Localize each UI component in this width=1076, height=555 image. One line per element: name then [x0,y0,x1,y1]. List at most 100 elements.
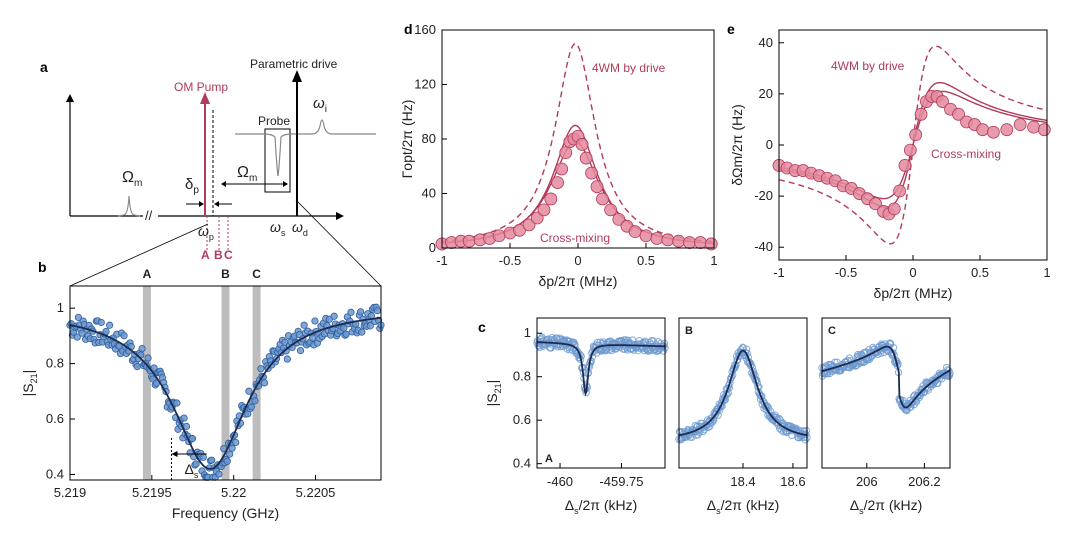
parametric-drive-arrow [292,70,302,82]
b-point [144,354,152,362]
d-point [575,138,589,151]
panel-a: a // Ωm OM Pump δp Ωm Probe [40,57,382,287]
c-xlabel: Δs/2π (kHz) [707,497,780,516]
d-point [650,232,664,245]
e-point [1013,118,1027,131]
d-xtick-label: 0 [574,253,581,268]
d-point [513,223,526,237]
b-point [373,307,381,315]
omega-m-left: Ωm [122,169,142,189]
d-point [661,233,675,247]
panel-d: d -1 -0.5 0 0.5 1 0 40 80 120 160 δp/2π (MHz) Γopt/… [399,21,718,289]
delta-p-arrowhead-left [199,201,204,207]
c-subplot-A: A -460 -459.75 Δs/2π (kHz) [533,317,669,516]
omega-d-label: ωd [292,219,308,238]
b-point [347,308,355,316]
d-annot-drive: 4WM by drive [592,61,666,75]
d-xtick-label: -1 [436,253,448,268]
c-C-frame [821,317,951,469]
a-x-arrow [336,212,344,220]
zoom-line-left [69,223,209,287]
e-xtick-label: 1 [1043,265,1050,280]
omega-s-label: ωs [270,219,286,238]
b-point [366,322,374,330]
e-annot-cross: Cross-mixing [931,147,1001,161]
marker-a-text: A [201,248,210,262]
d-point [683,236,696,249]
b-point [180,414,188,422]
d-point [530,211,544,225]
b-point [358,328,366,336]
e-xlabel: δp/2π (MHz) [874,285,953,301]
e-point [893,184,906,198]
marker-c-text: C [224,248,233,262]
panel-label-a: a [40,59,48,75]
d-annot-cross: Cross-mixing [540,231,610,245]
band-label-C: C [252,267,261,281]
e-point [914,107,928,121]
omega-m-span-right [283,181,288,187]
c-fit-line [536,341,665,397]
b-xtick-label: 5.2205 [296,485,336,500]
b-point [199,453,207,461]
e-ytick-label: 0 [766,137,773,152]
delta-s-label: Δs [185,461,199,480]
band-label-A: A [143,267,152,281]
b-xtick-label: 5.2195 [132,485,172,500]
c-point [801,436,810,444]
e-ytick-label: 20 [759,86,773,101]
b-ylabel: |S21| [20,370,39,397]
e-point [936,95,949,108]
c-B-frame [678,317,808,469]
e-point [869,197,882,211]
panel-b-plot: A B C 5.219 5.2195 5.22 5.2205 0.4 0.6 0.8 1 Freque… [20,267,385,521]
c-xlabel: Δs/2π (kHz) [565,497,638,516]
e-point [887,202,901,216]
e-xtick-label: -0.5 [835,265,857,280]
b-point [283,355,291,363]
b-point [192,460,200,468]
b-point [106,321,114,329]
b-point [173,399,181,407]
omega-m-resonance [117,195,141,217]
omega-m-middle: Ωm [237,164,257,184]
c-fit-line [678,349,808,437]
e-ylabel: δΩm/2π (Hz) [729,104,745,186]
d-ytick-label: 0 [429,240,436,255]
d-point [544,192,558,206]
c-point [727,373,736,381]
panel-label-b: b [38,259,47,275]
d-point [559,146,573,160]
b-xlabel: Frequency (GHz) [172,505,279,521]
e-point [898,159,912,172]
c-ytick-label: 0.4 [513,456,531,471]
e-ytick-label: -20 [754,188,773,203]
probe-box [264,128,291,193]
c-ytick-label: 1 [524,325,531,340]
b-point [133,363,141,371]
c-xtick-label: 206 [856,474,878,489]
c-xtick-label: -459.75 [599,474,643,489]
d-point [551,176,564,190]
b-point [78,329,86,337]
panel-label-e: e [727,21,735,37]
band-label-B: B [221,267,230,281]
d-point [579,151,593,165]
e-point [909,128,923,142]
omega-i-label: ωi [313,95,327,115]
e-point [976,123,990,137]
e-ytick-label: 40 [759,35,773,50]
e-point [952,107,965,121]
d-ylabel: Γopt/2π (Hz) [399,100,415,179]
band-B [221,286,230,480]
c-subplot-C: C 206 206.2 Δs/2π (kHz) [818,317,954,516]
c-subplot-label: B [685,325,693,337]
b-point [226,450,234,458]
b-point [188,435,197,443]
b-ytick-label: 0.8 [46,356,64,371]
c-fit-line [821,345,951,409]
c-ylabel: |S21| [484,380,503,407]
panel-e: e -1 -0.5 0 0.5 1 -40 -20 0 20 40 δp/2π (MHz) δΩm/2… [727,21,1051,301]
